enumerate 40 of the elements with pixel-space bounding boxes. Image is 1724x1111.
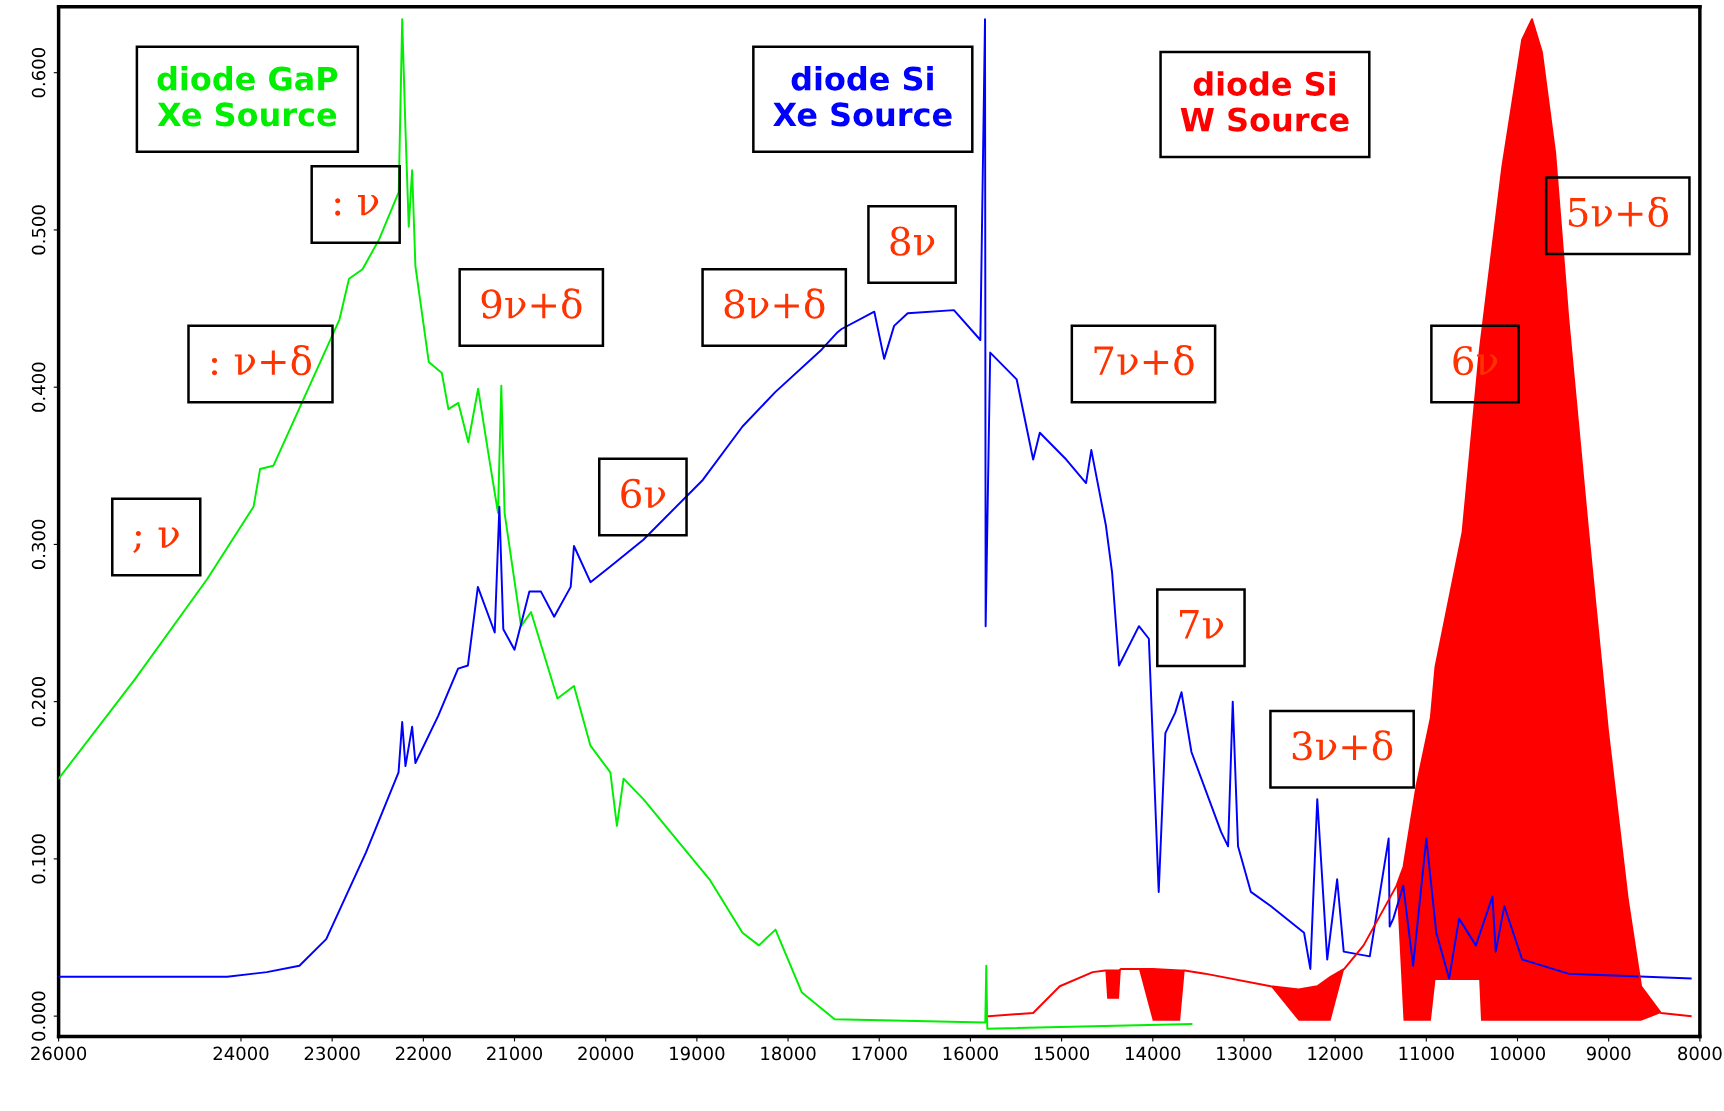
x-tick-label: 16000 (943, 1046, 998, 1061)
series-label: diode GaP Xe Source (157, 66, 338, 127)
y-tick-label: 0.100 (31, 834, 46, 884)
y-tick-label: 0.200 (31, 677, 46, 727)
x-tick-label: 13000 (1217, 1046, 1272, 1061)
x-tick-label: 11000 (1399, 1046, 1454, 1061)
x-tick-label: 15000 (1034, 1046, 1090, 1061)
y-tick-label: 0.500 (31, 205, 46, 255)
x-tick-label: 8000 (1678, 1046, 1722, 1061)
annotation: 8ν (890, 226, 935, 256)
x-tick-label: 18000 (761, 1046, 816, 1061)
annotation: 9ν+δ (481, 288, 582, 319)
x-tick-label: 17000 (852, 1046, 907, 1061)
y-tick-label: 0.000 (31, 991, 46, 1041)
x-tick-label: 14000 (1126, 1046, 1181, 1061)
x-tick-label: 10000 (1490, 1046, 1546, 1061)
annotation: : ν+δ (211, 345, 312, 376)
x-tick-label: 9000 (1586, 1046, 1631, 1061)
x-tick-label: 12000 (1308, 1046, 1363, 1061)
x-tick-label: 24000 (213, 1046, 269, 1061)
y-tick-label: 0.600 (31, 48, 46, 98)
line-series (58, 18, 1692, 980)
text: diode Si W Source (1180, 71, 1349, 132)
x-tick-label: 26000 (31, 1046, 87, 1061)
x-tick-label: 21000 (487, 1046, 543, 1061)
annotation: 3ν+δ (1292, 730, 1393, 761)
x-tick-label: 22000 (395, 1046, 451, 1061)
x-tick-label: 23000 (304, 1046, 360, 1061)
annotation: 6ν (621, 478, 666, 509)
annotation: ; ν (133, 527, 179, 554)
y-tick-label: 0.400 (31, 362, 46, 412)
x-tick-label: 19000 (670, 1046, 725, 1061)
annotation: : ν (335, 194, 379, 216)
series-label: diode Si Xe Source (773, 66, 952, 127)
annotation: 7ν+δ (1094, 345, 1194, 376)
annotation: 8ν+δ (724, 288, 825, 319)
annotation: 7ν (1180, 610, 1224, 639)
x-tick-label: 20000 (578, 1046, 634, 1061)
annotation: 5ν+δ (1568, 196, 1669, 228)
y-tick-label: 0.300 (31, 519, 46, 570)
